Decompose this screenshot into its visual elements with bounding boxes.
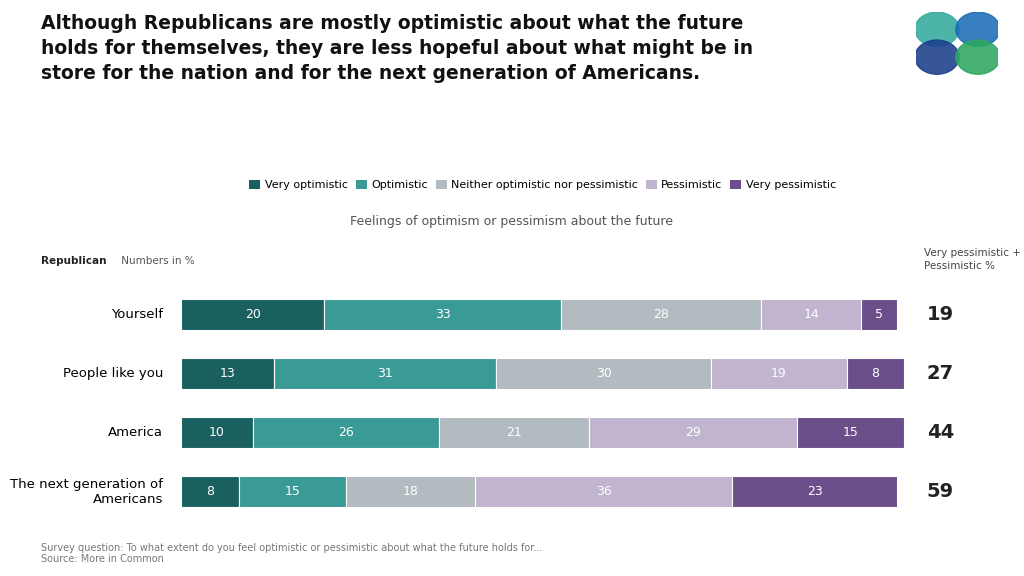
Bar: [497, 358, 711, 389]
Bar: [847, 358, 904, 389]
Circle shape: [955, 40, 1000, 74]
Text: 28: 28: [653, 308, 669, 321]
Text: 44: 44: [927, 423, 954, 442]
Bar: [181, 358, 274, 389]
Text: 5: 5: [876, 308, 883, 321]
Text: Feelings of optimism or pessimism about the future: Feelings of optimism or pessimism about …: [350, 214, 674, 228]
Text: 18: 18: [402, 485, 418, 498]
Text: 23: 23: [807, 485, 822, 498]
Text: 8: 8: [206, 485, 214, 498]
Bar: [761, 300, 861, 330]
Text: Although Republicans are mostly optimistic about what the future
holds for thems: Although Republicans are mostly optimist…: [41, 14, 753, 84]
Bar: [711, 358, 847, 389]
Text: Numbers in %: Numbers in %: [118, 256, 195, 266]
Legend: Very optimistic, Optimistic, Neither optimistic nor pessimistic, Pessimistic, Ve: Very optimistic, Optimistic, Neither opt…: [245, 176, 841, 195]
Bar: [560, 300, 761, 330]
Circle shape: [955, 12, 1000, 47]
Text: Republican: Republican: [41, 256, 106, 266]
Text: 19: 19: [771, 367, 786, 380]
Text: Very pessimistic +
Pessimistic %: Very pessimistic + Pessimistic %: [924, 248, 1021, 271]
Text: 15: 15: [285, 485, 300, 498]
Text: 20: 20: [245, 308, 261, 321]
Circle shape: [914, 40, 959, 74]
Circle shape: [914, 12, 959, 47]
Text: 15: 15: [843, 426, 858, 439]
Text: 21: 21: [506, 426, 522, 439]
Text: 36: 36: [596, 485, 611, 498]
Text: Survey question: To what extent do you feel optimistic or pessimistic about what: Survey question: To what extent do you f…: [41, 543, 543, 564]
Bar: [439, 418, 589, 448]
Bar: [797, 418, 904, 448]
Bar: [181, 476, 239, 507]
Bar: [475, 476, 732, 507]
Bar: [239, 476, 346, 507]
Bar: [861, 300, 897, 330]
Bar: [732, 476, 897, 507]
Text: 13: 13: [220, 367, 236, 380]
Bar: [325, 300, 560, 330]
Bar: [346, 476, 475, 507]
Text: 33: 33: [434, 308, 451, 321]
Text: 19: 19: [927, 305, 953, 324]
Text: 8: 8: [871, 367, 880, 380]
Bar: [181, 418, 253, 448]
Bar: [589, 418, 797, 448]
Bar: [253, 418, 439, 448]
Text: 59: 59: [927, 482, 953, 501]
Bar: [181, 300, 325, 330]
Text: 26: 26: [338, 426, 353, 439]
Text: 29: 29: [685, 426, 700, 439]
Text: 30: 30: [596, 367, 611, 380]
Text: 27: 27: [927, 364, 953, 383]
Text: 31: 31: [378, 367, 393, 380]
Text: 10: 10: [209, 426, 225, 439]
Bar: [274, 358, 497, 389]
Text: 14: 14: [803, 308, 819, 321]
